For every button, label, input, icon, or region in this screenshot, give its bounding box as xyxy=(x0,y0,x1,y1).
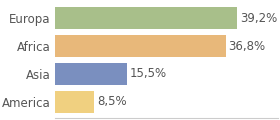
Text: 15,5%: 15,5% xyxy=(130,67,167,80)
Bar xyxy=(55,91,94,113)
Text: 39,2%: 39,2% xyxy=(240,12,277,25)
Bar xyxy=(55,63,127,85)
Bar xyxy=(55,7,237,29)
Text: 36,8%: 36,8% xyxy=(228,40,266,53)
Text: 8,5%: 8,5% xyxy=(97,95,127,108)
Bar xyxy=(55,35,226,57)
